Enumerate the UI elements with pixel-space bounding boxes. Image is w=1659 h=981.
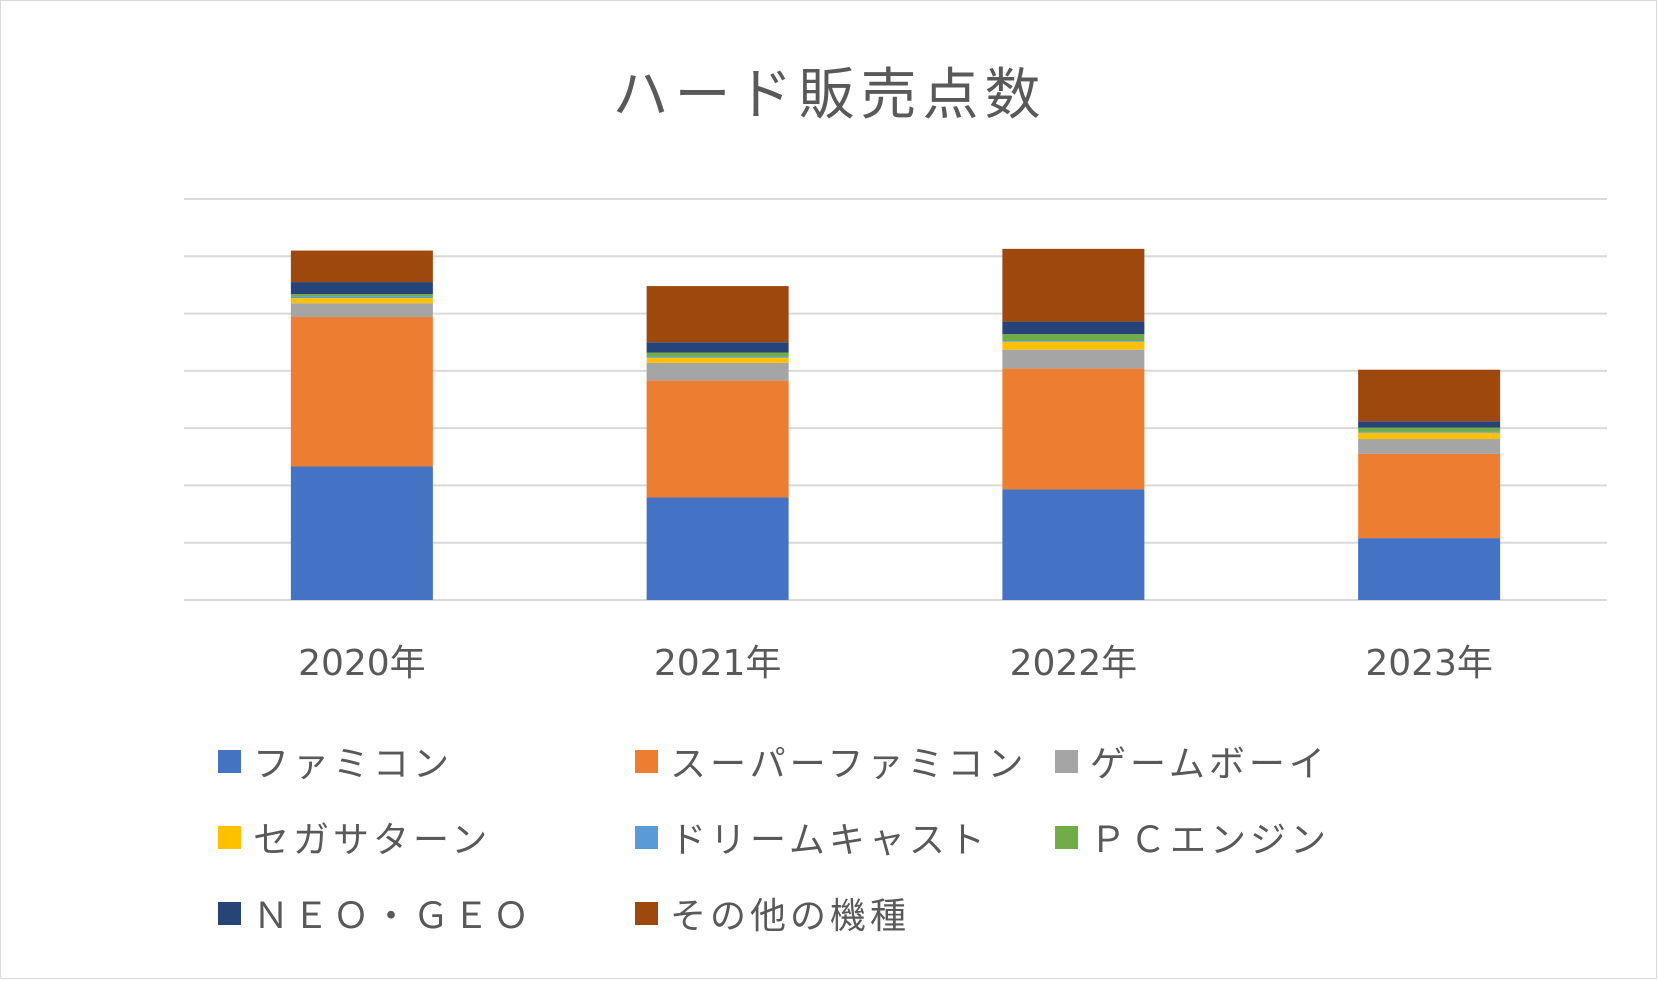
legend-label: ＰＣエンジン — [1090, 820, 1331, 861]
bar-segment — [1358, 431, 1501, 433]
bar-segment — [1002, 340, 1145, 342]
bar-segment — [1358, 453, 1501, 539]
legend-swatch — [1055, 825, 1078, 849]
legend-item-other: その他の機種 — [635, 887, 910, 939]
bar-segment — [646, 352, 789, 357]
bar-segment — [290, 294, 433, 297]
legend-swatch — [218, 901, 241, 925]
legend-label: スーパーファミコン — [670, 744, 1028, 785]
legend-swatch — [635, 901, 658, 925]
bar-segment — [646, 342, 789, 353]
legend-item-sega-saturn: セガサターン — [218, 811, 491, 863]
bar-segment — [1002, 368, 1145, 490]
bar-segment — [1358, 427, 1501, 432]
x-axis-labels: 2020年 2021年 2022年 2023年 — [298, 643, 1493, 684]
legend-swatch — [218, 825, 241, 849]
legend-label: ドリームキャスト — [670, 820, 989, 861]
bar-segment — [646, 286, 789, 343]
bar-segment — [1002, 349, 1145, 369]
bar-segment — [646, 356, 789, 358]
bar-segment — [1358, 439, 1501, 454]
bar-segment — [1358, 369, 1501, 422]
bar-segment — [290, 250, 433, 283]
legend-label: ゲームボーイ — [1090, 744, 1329, 785]
legend-item-famicom: ファミコン — [218, 735, 453, 787]
legend-item-super-famicom: スーパーファミコン — [635, 735, 1027, 787]
x-tick-label: 2020年 — [298, 643, 426, 684]
bar-segment — [1002, 489, 1145, 600]
legend-swatch — [635, 749, 658, 773]
bar-segment — [1002, 321, 1145, 335]
legend-swatch — [635, 825, 658, 849]
bar-segment — [1358, 421, 1501, 428]
legend-swatch — [1055, 749, 1078, 773]
x-tick-label: 2023年 — [1365, 643, 1493, 684]
bar-segment — [290, 296, 433, 299]
bar-segment — [1358, 538, 1501, 600]
legend-item-pc-engine: ＰＣエンジン — [1055, 811, 1330, 863]
legend-label: その他の機種 — [670, 896, 911, 937]
legend-item-gameboy: ゲームボーイ — [1055, 735, 1329, 787]
bar-segment — [646, 497, 789, 600]
bar-segment — [290, 303, 433, 318]
legend-item-neo-geo: ＮＥＯ・ＧＥＯ — [218, 887, 533, 939]
bar-segment — [290, 466, 433, 600]
bar-segment — [646, 380, 789, 498]
legend-label: ＮＥＯ・ＧＥＯ — [253, 896, 534, 937]
bar-segment — [646, 357, 789, 363]
x-tick-label: 2021年 — [654, 643, 782, 684]
bars — [290, 248, 1501, 600]
x-tick-label: 2022年 — [1010, 643, 1138, 684]
bar-segment — [290, 282, 433, 295]
bar-segment — [1002, 334, 1145, 341]
legend-label: セガサターン — [253, 820, 492, 861]
bar-segment — [1002, 341, 1145, 350]
chart-title: ハード販売点数 — [612, 63, 1047, 128]
bar-segment — [290, 317, 433, 467]
legend-label: ファミコン — [253, 744, 454, 785]
bar-segment — [290, 298, 433, 304]
bar-segment — [646, 362, 789, 381]
bar-segment — [1002, 248, 1145, 322]
legend-swatch — [218, 749, 241, 773]
bar-segment — [1358, 432, 1501, 440]
legend-item-dreamcast: ドリームキャスト — [635, 811, 989, 863]
